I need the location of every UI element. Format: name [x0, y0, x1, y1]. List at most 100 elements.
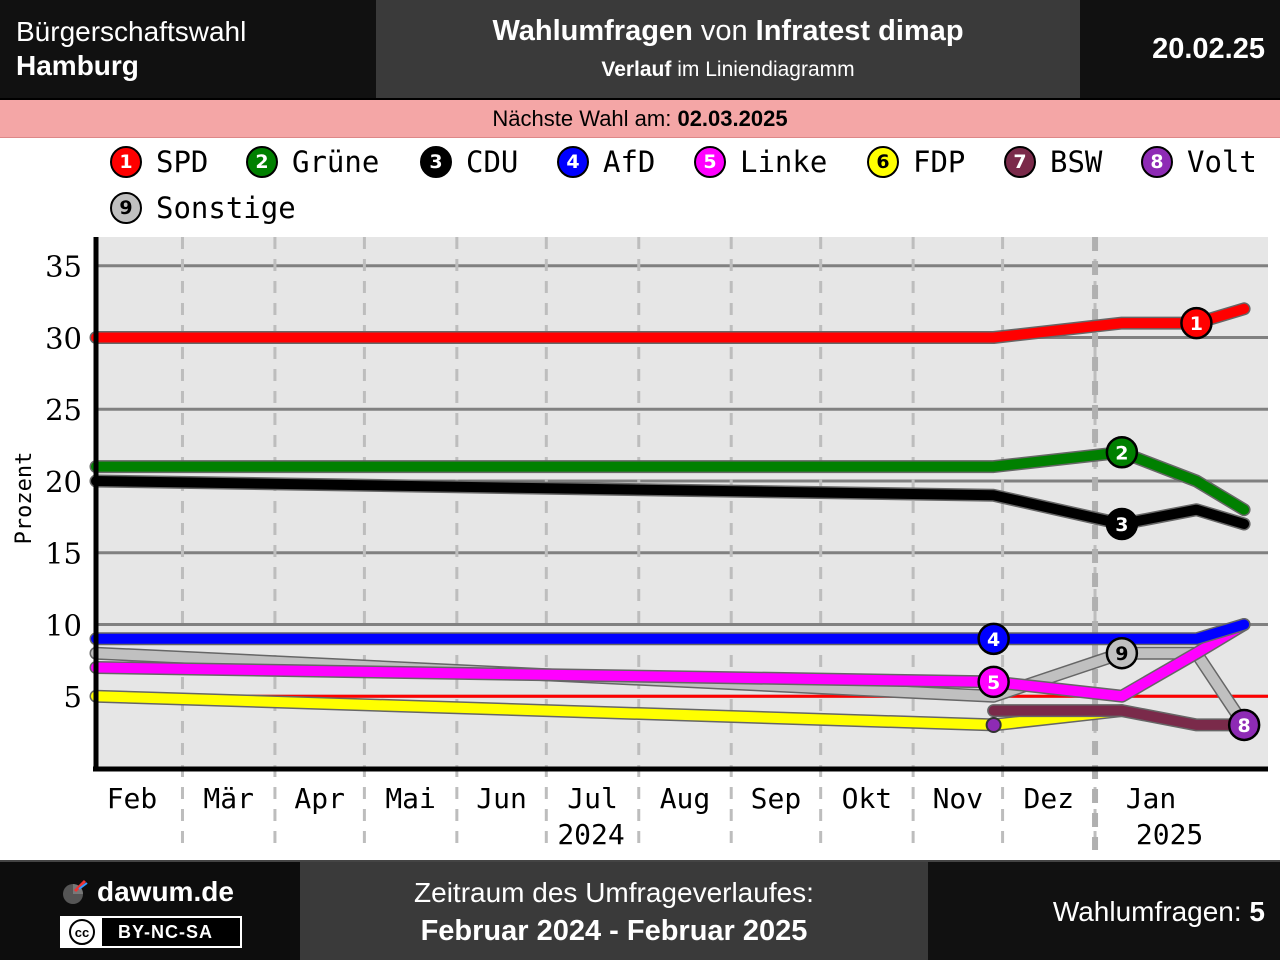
y-tick-label: 25 [45, 393, 82, 427]
title-part-von: von [692, 15, 756, 47]
legend-badge: 5 [694, 146, 726, 178]
legend-label: AfD [603, 145, 656, 179]
cc-icon-box: cc [62, 918, 102, 946]
election-type: Bürgerschaftswahl [16, 16, 247, 47]
y-tick-label: 5 [64, 680, 82, 714]
period-range: Februar 2024 - Februar 2025 [420, 915, 808, 947]
legend-badge: 9 [110, 192, 142, 224]
poll-count-value: 5 [1249, 896, 1265, 927]
y-tick-label: 35 [45, 250, 82, 284]
legend-badge: 6 [867, 146, 899, 178]
legend-label: BSW [1050, 145, 1103, 179]
period-label: Zeitraum des Umfrageverlaufes: [414, 877, 814, 908]
legend-item-bsw[interactable]: 7 BSW [1004, 142, 1102, 182]
series-marker-label: 8 [1238, 715, 1251, 737]
legend-badge: 3 [420, 146, 452, 178]
series-marker-label: 5 [987, 672, 1000, 694]
brand-name: dawum.de [97, 876, 234, 907]
legend-label: SPD [156, 145, 209, 179]
legend-label: Sonstige [156, 191, 296, 225]
x-tick-label: Dez [1024, 782, 1075, 815]
legend-badge: 4 [557, 146, 589, 178]
series-line-bsw [988, 705, 1250, 730]
brand[interactable]: dawum.de [62, 876, 234, 908]
y-tick-label: 30 [45, 321, 82, 355]
title-part-polls: Wahlumfragen [492, 15, 693, 47]
x-tick-label: Mai [385, 782, 436, 815]
series-marker-linke [977, 665, 1010, 699]
legend-item-sonstige[interactable]: 9 Sonstige [110, 188, 296, 228]
y-tick-label: 15 [45, 537, 82, 571]
legend-item-fdp[interactable]: 6 FDP [867, 142, 965, 182]
legend-item-cdu[interactable]: 3 CDU [420, 142, 518, 182]
legend-item-volt[interactable]: 8 Volt [1141, 142, 1257, 182]
year-label: 2024 [557, 818, 624, 851]
legend-badge: 1 [110, 146, 142, 178]
legend-item-grüne[interactable]: 2 Grüne [246, 142, 379, 182]
poll-count: Wahlumfragen: 5 [928, 862, 1280, 960]
period-info: Zeitraum des Umfrageverlaufes: Februar 2… [300, 862, 928, 960]
x-tick-label: Aug [660, 782, 711, 815]
series-marker-label: 9 [1115, 643, 1128, 665]
license-text: BY-NC-SA [118, 921, 214, 942]
legend-item-linke[interactable]: 5 Linke [694, 142, 827, 182]
title-part-institute: Infratest dimap [755, 15, 964, 47]
subtitle-rest: im Liniendiagramm [671, 58, 855, 81]
header-bar: Bürgerschaftswahl Hamburg Wahlumfragen v… [0, 0, 1280, 98]
x-tick-label: Jul [567, 782, 618, 815]
series-marker-cdu [1105, 507, 1139, 541]
footer-bar: dawum.de cc BY-NC-SA Zeitraum des Umfrag… [0, 860, 1280, 960]
next-election-date: 02.03.2025 [677, 106, 788, 131]
legend-label: Volt [1187, 145, 1257, 179]
x-tick-label: Apr [294, 782, 345, 815]
legend-label: CDU [466, 145, 519, 179]
series-point-volt [985, 716, 1002, 733]
y-tick-label: 20 [45, 465, 82, 499]
x-tick-label: Sep [751, 782, 802, 815]
chart-legend: 1 SPD 2 Grüne 3 CDU 4 AfD 5 Linke 6 FDP 7 BSW 8 Volt 9 So… [0, 140, 1280, 232]
footer-branding: dawum.de cc BY-NC-SA [0, 862, 300, 960]
series-marker-label: 3 [1115, 514, 1128, 536]
chart-subtitle: Verlauf im Liniendiagramm [376, 57, 1080, 83]
license-badge[interactable]: cc BY-NC-SA [60, 916, 242, 948]
x-tick-label: Jun [476, 782, 527, 815]
x-tick-label: Feb [107, 782, 158, 815]
legend-label: Linke [740, 145, 828, 179]
poll-count-label: Wahlumfragen: [1052, 896, 1250, 927]
series-marker-spd [1180, 306, 1213, 340]
legend-item-spd[interactable]: 1 SPD [110, 142, 208, 182]
legend-label: Grüne [292, 145, 380, 179]
cc-icon: cc [69, 919, 95, 945]
series-marker-volt [1227, 708, 1261, 742]
subtitle-bold: Verlauf [601, 58, 672, 81]
series-line-spd [91, 303, 1250, 343]
y-axis-label: Prozent [12, 452, 37, 545]
legend-item-afd[interactable]: 4 AfD [557, 142, 655, 182]
x-tick-label: Jan [1126, 782, 1177, 815]
x-tick-label: Mär [203, 782, 254, 815]
legend-badge: 8 [1141, 146, 1173, 178]
election-region: Hamburg [16, 50, 139, 81]
year-label: 2025 [1136, 818, 1203, 851]
x-tick-label: Okt [842, 782, 893, 815]
series-line-linke [91, 619, 1250, 702]
next-election-banner: Nächste Wahl am: 02.03.2025 [0, 98, 1280, 138]
election-title: Bürgerschaftswahl Hamburg [0, 0, 376, 98]
next-election-label: Nächste Wahl am: [492, 106, 678, 131]
chart-title-box: Wahlumfragen von Infratest dimap Verlauf… [376, 0, 1080, 98]
series-marker-afd [977, 622, 1010, 656]
series-marker-label: 4 [987, 629, 1000, 651]
legend-label: FDP [913, 145, 966, 179]
chart-title: Wahlumfragen von Infratest dimap [376, 14, 1080, 48]
series-marker-sonstige [1105, 636, 1139, 670]
header-date: 20.02.25 [1080, 0, 1280, 98]
x-tick-label: Nov [933, 782, 984, 815]
legend-badge: 7 [1004, 146, 1036, 178]
legend-badge: 2 [246, 146, 278, 178]
series-marker-label: 2 [1115, 442, 1128, 464]
series-marker-label: 1 [1190, 313, 1203, 335]
series-marker-grüne [1105, 436, 1139, 469]
y-tick-label: 10 [45, 608, 82, 642]
dawum-logo-icon [63, 879, 88, 904]
